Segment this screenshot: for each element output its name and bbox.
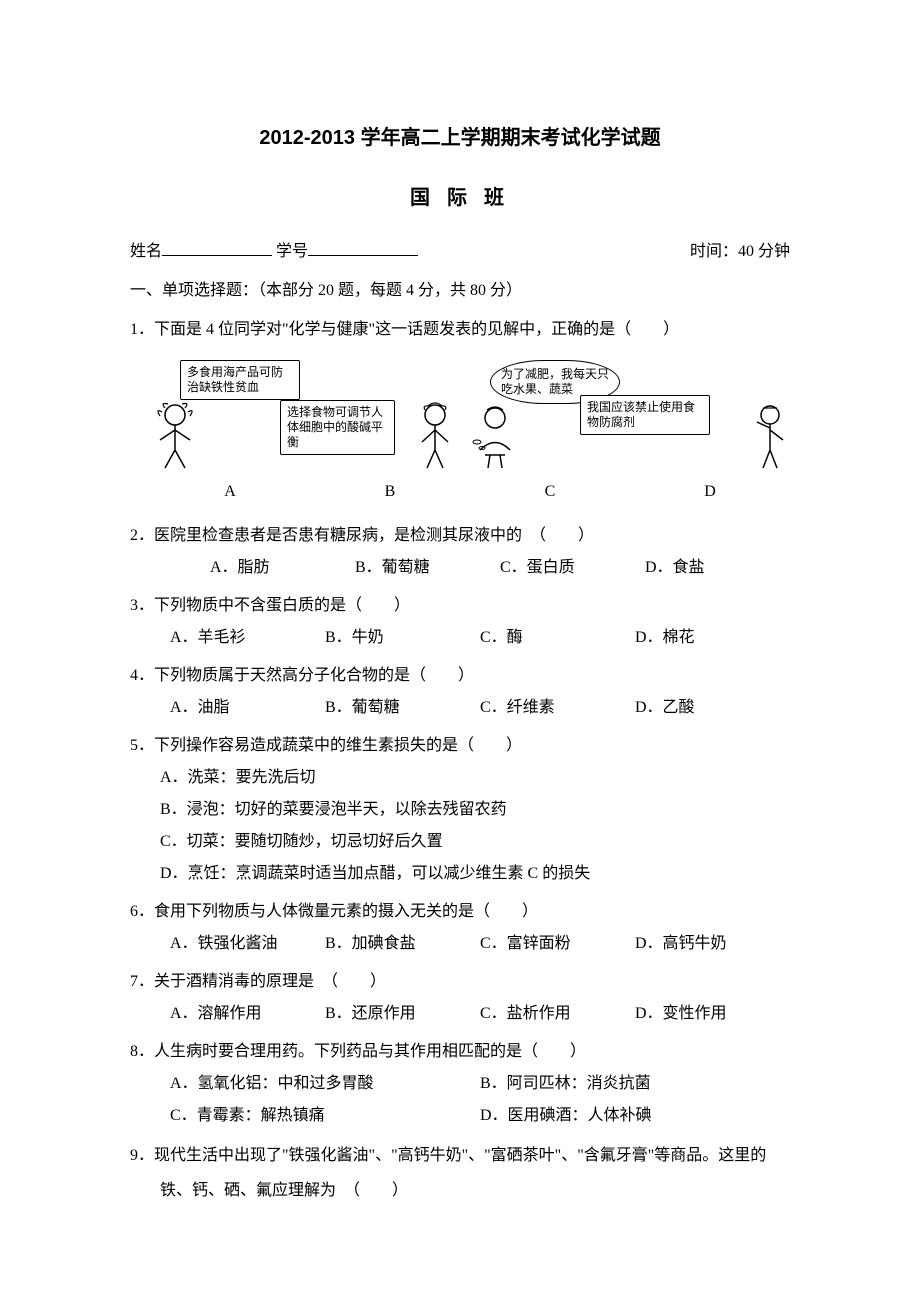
q4-opt-a: A．油脂 (170, 692, 325, 724)
q2-opt-c: C．蛋白质 (500, 552, 645, 584)
q5-text: 5．下列操作容易造成蔬菜中的维生素损失的是（ ） (130, 730, 790, 762)
name-label: 姓名 (130, 243, 162, 260)
bubble-a: 多食用海产品可防治缺铁性贫血 (180, 360, 300, 400)
section-heading: 一、单项选择题：（本部分 20 题，每题 4 分，共 80 分） (130, 277, 790, 306)
q6-opt-c: C．富锌面粉 (480, 928, 635, 960)
q7-text: 7．关于酒精消毒的原理是 （ ） (130, 966, 790, 998)
label-c: C (470, 476, 630, 508)
q3-opt-d: D．棉花 (635, 622, 790, 654)
q7-opt-d: D．变性作用 (635, 998, 790, 1030)
q4-opt-d: D．乙酸 (635, 692, 790, 724)
q5-opt-c: C．切菜：要随切随炒，切忌切好后久置 (160, 826, 790, 858)
label-b: B (310, 476, 470, 508)
person-a-icon (150, 400, 200, 470)
q5-opt-d: D．烹饪：烹调蔬菜时适当加点醋，可以减少维生素 C 的损失 (160, 858, 790, 890)
question-4: 4．下列物质属于天然高分子化合物的是（ ） A．油脂 B．葡萄糖 C．纤维素 D… (130, 660, 790, 724)
person-b-icon (410, 400, 460, 470)
q7-opt-a: A．溶解作用 (170, 998, 325, 1030)
cartoon-d: 我国应该禁止使用食物防腐剂 (630, 360, 790, 470)
q5-opt-b: B．浸泡：切好的菜要浸泡半天，以除去残留农药 (160, 794, 790, 826)
q7-opt-b: B．还原作用 (325, 998, 480, 1030)
label-a: A (150, 476, 310, 508)
name-blank (162, 255, 272, 256)
q2-text: 2．医院里检查患者是否患有糖尿病，是检测其尿液中的 （ ） (130, 520, 790, 552)
cartoon-row: 多食用海产品可防治缺铁性贫血 选择食物可调节人体细胞中的酸碱平衡 (150, 360, 790, 470)
q6-opt-b: B．加碘食盐 (325, 928, 480, 960)
cartoon-labels: A B C D (150, 476, 790, 508)
question-8: 8．人生病时要合理用药。下列药品与其作用相匹配的是（ ） A．氢氧化铝：中和过多… (130, 1036, 790, 1132)
person-d-icon (745, 400, 795, 470)
q1-text: 1．下面是 4 位同学对"化学与健康"这一话题发表的见解中，正确的是（ ） (130, 314, 790, 346)
question-6: 6．食用下列物质与人体微量元素的摄入无关的是（ ） A．铁强化酱油 B．加碘食盐… (130, 896, 790, 960)
q9-text: 9．现代生活中出现了"铁强化酱油"、"高钙牛奶"、"富硒茶叶"、"含氟牙膏"等商… (130, 1138, 790, 1208)
time-text: 时间：40 分钟 (690, 238, 790, 267)
person-c-icon (470, 400, 520, 470)
q3-opt-a: A．羊毛衫 (170, 622, 325, 654)
q5-opt-a: A．洗菜：要先洗后切 (160, 762, 790, 794)
q4-opt-b: B．葡萄糖 (325, 692, 480, 724)
question-2: 2．医院里检查患者是否患有糖尿病，是检测其尿液中的 （ ） A．脂肪 B．葡萄糖… (130, 520, 790, 584)
id-blank (308, 255, 418, 256)
question-1: 1．下面是 4 位同学对"化学与健康"这一话题发表的见解中，正确的是（ ） 多食… (130, 314, 790, 508)
q4-text: 4．下列物质属于天然高分子化合物的是（ ） (130, 660, 790, 692)
q6-opt-a: A．铁强化酱油 (170, 928, 325, 960)
q8-opt-d: D．医用碘酒：人体补碘 (480, 1100, 790, 1132)
header-line: 姓名 学号 时间：40 分钟 (130, 238, 790, 267)
q2-opt-b: B．葡萄糖 (355, 552, 500, 584)
cartoon-b: 选择食物可调节人体细胞中的酸碱平衡 (310, 360, 470, 470)
q6-opt-d: D．高钙牛奶 (635, 928, 790, 960)
q2-opt-a: A．脂肪 (210, 552, 355, 584)
q8-text: 8．人生病时要合理用药。下列药品与其作用相匹配的是（ ） (130, 1036, 790, 1068)
exam-title: 2012-2013 学年高二上学期期末考试化学试题 (130, 120, 790, 156)
bubble-d: 我国应该禁止使用食物防腐剂 (580, 395, 710, 435)
q3-opt-b: B．牛奶 (325, 622, 480, 654)
question-7: 7．关于酒精消毒的原理是 （ ） A．溶解作用 B．还原作用 C．盐析作用 D．… (130, 966, 790, 1030)
q8-opt-a: A．氢氧化铝：中和过多胃酸 (170, 1068, 480, 1100)
q4-opt-c: C．纤维素 (480, 692, 635, 724)
question-3: 3．下列物质中不含蛋白质的是（ ） A．羊毛衫 B．牛奶 C．酶 D．棉花 (130, 590, 790, 654)
question-9: 9．现代生活中出现了"铁强化酱油"、"高钙牛奶"、"富硒茶叶"、"含氟牙膏"等商… (130, 1138, 790, 1208)
exam-subtitle: 国 际 班 (130, 180, 790, 216)
q2-opt-d: D．食盐 (645, 552, 790, 584)
question-5: 5．下列操作容易造成蔬菜中的维生素损失的是（ ） A．洗菜：要先洗后切 B．浸泡… (130, 730, 790, 890)
id-label: 学号 (276, 243, 308, 260)
q7-opt-c: C．盐析作用 (480, 998, 635, 1030)
q3-opt-c: C．酶 (480, 622, 635, 654)
q6-text: 6．食用下列物质与人体微量元素的摄入无关的是（ ） (130, 896, 790, 928)
label-d: D (630, 476, 790, 508)
q3-text: 3．下列物质中不含蛋白质的是（ ） (130, 590, 790, 622)
q8-opt-b: B．阿司匹林：消炎抗菌 (480, 1068, 790, 1100)
bubble-b: 选择食物可调节人体细胞中的酸碱平衡 (280, 400, 395, 455)
q8-opt-c: C．青霉素：解热镇痛 (170, 1100, 480, 1132)
